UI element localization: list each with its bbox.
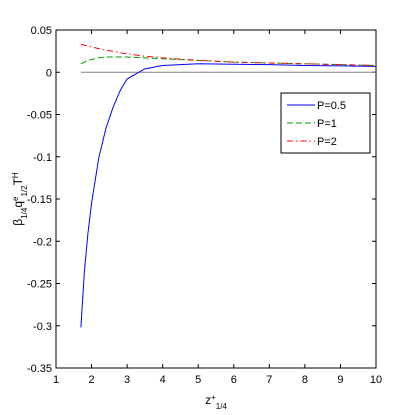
x-axis-label-part: + xyxy=(211,393,216,402)
legend-label: P=2 xyxy=(317,136,337,148)
y-tick-label: -0.1 xyxy=(33,152,52,164)
legend-label: P=1 xyxy=(317,118,337,130)
y-axis-label-part: 1/2 xyxy=(20,185,29,197)
x-tick-label: 6 xyxy=(231,374,237,386)
y-tick-label: -0.2 xyxy=(33,236,52,248)
x-tick-label: 5 xyxy=(195,374,201,386)
x-axis-label-part: z xyxy=(205,393,211,407)
axes-box xyxy=(55,29,377,369)
y-axis-label: β1/4qe1/2TH xyxy=(11,172,29,226)
y-tick-label: 0 xyxy=(46,67,52,79)
x-tick-label: 2 xyxy=(88,374,94,386)
series-line xyxy=(80,43,377,66)
series-line xyxy=(80,56,377,66)
legend-box xyxy=(280,92,371,154)
y-tick-label: -0.15 xyxy=(27,194,52,206)
x-tick-label: 8 xyxy=(302,374,308,386)
x-tick-label: 1 xyxy=(53,374,59,386)
y-tick-label: -0.25 xyxy=(27,279,52,291)
y-tick-label: 0.05 xyxy=(31,25,52,37)
y-tick-label: -0.3 xyxy=(33,321,52,333)
y-tick-label: -0.35 xyxy=(27,363,52,375)
legend-label: P=0.5 xyxy=(317,100,346,112)
y-tick-label: -0.05 xyxy=(27,110,52,122)
y-axis-label-part: T xyxy=(11,177,25,185)
y-axis-label-part: β xyxy=(11,219,25,226)
x-axis-label: z+1/4 xyxy=(205,393,227,411)
x-tick-label: 4 xyxy=(160,374,166,386)
x-tick-label: 7 xyxy=(266,374,272,386)
x-tick-label: 9 xyxy=(337,374,343,386)
series-line xyxy=(80,63,377,328)
x-tick-label: 10 xyxy=(370,374,382,386)
x-tick-label: 3 xyxy=(124,374,130,386)
x-axis-label-part: 1/4 xyxy=(216,402,228,411)
y-axis-label-part: H xyxy=(11,172,20,178)
y-axis-label-part: e xyxy=(11,196,20,201)
y-axis-label-part: 1/4 xyxy=(20,207,29,219)
y-axis-label-part: q xyxy=(11,201,25,208)
